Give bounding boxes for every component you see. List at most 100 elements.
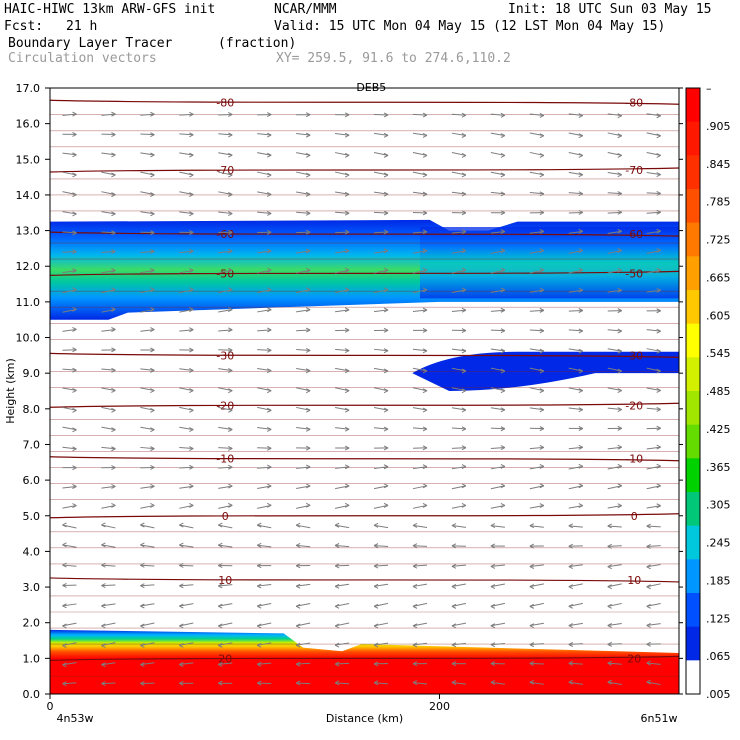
vector-arrow	[140, 485, 155, 489]
vector-arrowhead	[373, 661, 379, 667]
vector-arrow	[568, 465, 583, 470]
vector-arrow	[490, 132, 505, 137]
vector-arrow	[296, 603, 311, 607]
vector-arrow	[335, 309, 350, 313]
vector-arrow	[412, 447, 428, 449]
vectors-label: Circulation vectors	[8, 51, 157, 66]
vector-arrow	[101, 171, 116, 176]
contour-line	[49, 513, 680, 519]
vector-arrowhead	[646, 660, 651, 666]
vector-arrow	[62, 171, 77, 176]
vector-arrow	[62, 368, 77, 371]
vector-arrowhead	[383, 267, 389, 273]
vector-arrow	[412, 485, 428, 490]
vector-arrowhead	[461, 407, 467, 413]
vector-arrow	[451, 504, 467, 509]
vector-arrow	[646, 545, 661, 547]
vector-arrowhead	[539, 328, 545, 334]
model-title: HAIC-HIWC 13km ARW-GFS init	[4, 2, 216, 17]
vector-arrowhead	[111, 111, 116, 117]
vector-arrow	[529, 387, 544, 392]
vector-arrowhead	[189, 111, 194, 117]
vector-arrow	[101, 113, 116, 116]
vector-arrow	[218, 603, 233, 607]
vector-arrow	[451, 309, 466, 312]
vector-arrowhead	[383, 287, 389, 293]
x-tick-label: 200	[429, 700, 450, 713]
vector-arrow	[335, 269, 350, 274]
vector-arrow	[296, 250, 311, 254]
vector-arrowhead	[228, 112, 233, 117]
vector-arrow	[607, 348, 622, 352]
vector-arrowhead	[539, 426, 545, 432]
vector-arrowhead	[500, 229, 506, 235]
vector-arrow	[568, 407, 583, 411]
vector-arrowhead	[218, 680, 223, 686]
vector-arrowhead	[111, 503, 116, 508]
contour-label: -50	[216, 267, 234, 280]
vector-arrowhead	[140, 680, 145, 686]
vector-arrow	[412, 191, 428, 195]
vector-arrow	[179, 642, 194, 646]
vector-arrowhead	[179, 583, 184, 589]
y-tick-label: 2.0	[23, 617, 41, 630]
vector-arrowhead	[305, 132, 311, 138]
vector-arrow	[607, 151, 622, 156]
valid-time: Valid: 15 UTC Mon 04 May 15 (12 LST Mon …	[274, 19, 666, 34]
vector-arrowhead	[150, 152, 155, 158]
vector-arrow	[101, 152, 116, 156]
vector-arrow	[607, 485, 622, 490]
vector-arrowhead	[305, 388, 311, 394]
x-axis-label: Distance (km)	[326, 712, 403, 725]
colorbar-swatch	[686, 559, 700, 594]
vector-arrow	[529, 269, 544, 274]
vector-arrowhead	[617, 209, 622, 215]
vector-arrowhead	[656, 191, 661, 196]
vector-arrow	[257, 642, 272, 646]
vector-arrow	[257, 211, 272, 214]
vector-arrow	[490, 525, 505, 528]
vector-arrow	[568, 602, 583, 607]
vector-arrowhead	[656, 308, 661, 314]
y-tick-label: 16.0	[16, 118, 41, 131]
contour-label: -10	[216, 453, 234, 466]
vector-arrow	[218, 426, 233, 430]
vector-arrow	[62, 682, 77, 685]
vector-arrowhead	[266, 368, 272, 374]
y-tick-label: 15.0	[16, 153, 41, 166]
vector-arrow	[607, 583, 622, 588]
vector-arrowhead	[111, 427, 116, 433]
vector-arrowhead	[607, 603, 612, 609]
vector-arrow	[451, 151, 467, 156]
colorbar-tick-label: .305	[706, 499, 731, 512]
contour-line	[49, 352, 680, 358]
vector-arrowhead	[189, 446, 194, 451]
vector-arrow	[568, 269, 583, 274]
vector-arrow	[101, 328, 116, 332]
vector-arrow	[179, 603, 194, 607]
vector-arrow	[296, 662, 311, 665]
vector-arrowhead	[422, 327, 428, 333]
vector-arrow	[296, 387, 311, 392]
vector-arrow	[529, 662, 544, 665]
vector-arrow	[568, 485, 583, 490]
vector-arrowhead	[189, 132, 194, 138]
vector-arrowhead	[617, 463, 622, 469]
vector-arrowhead	[500, 307, 506, 313]
vector-arrowhead	[461, 307, 467, 313]
vector-arrowhead	[111, 192, 116, 198]
vector-arrow	[607, 329, 622, 332]
vector-arrowhead	[490, 623, 496, 629]
vector-arrow	[412, 309, 428, 313]
vector-arrowhead	[529, 584, 535, 590]
vector-arrowhead	[344, 191, 350, 197]
vector-arrow	[374, 231, 389, 234]
vector-arrow	[62, 564, 77, 567]
vector-arrowhead	[179, 623, 184, 629]
vector-arrowhead	[490, 523, 496, 529]
vector-arrowhead	[617, 113, 622, 119]
contour-line	[49, 655, 680, 661]
y-tick-label: 10.0	[16, 332, 41, 345]
vector-arrowhead	[422, 172, 428, 178]
vector-arrow	[296, 191, 311, 195]
